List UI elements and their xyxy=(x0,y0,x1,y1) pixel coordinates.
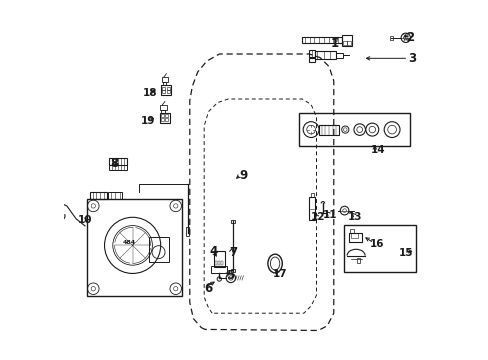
Bar xyxy=(109,158,126,165)
Text: 9: 9 xyxy=(239,169,247,182)
Bar xyxy=(314,51,336,59)
Bar xyxy=(108,192,122,199)
Bar xyxy=(349,229,354,233)
Bar xyxy=(230,220,235,223)
Bar xyxy=(336,53,343,58)
Text: 3: 3 xyxy=(407,52,415,65)
Text: 18: 18 xyxy=(142,88,157,98)
Bar xyxy=(148,237,168,262)
Bar xyxy=(87,199,182,296)
Text: 5: 5 xyxy=(225,269,234,282)
Text: 17: 17 xyxy=(272,269,286,279)
Bar xyxy=(341,35,352,46)
Text: 11: 11 xyxy=(322,210,337,220)
Bar xyxy=(109,165,126,170)
Text: 10: 10 xyxy=(78,215,92,225)
Bar xyxy=(230,269,235,272)
Bar xyxy=(161,118,163,121)
Bar xyxy=(161,114,163,117)
Bar xyxy=(163,82,166,85)
Bar xyxy=(309,197,314,220)
Text: 4: 4 xyxy=(209,245,218,258)
Text: 8: 8 xyxy=(110,157,118,170)
Bar xyxy=(166,87,169,90)
Bar xyxy=(350,233,358,238)
Bar xyxy=(161,110,164,113)
Bar xyxy=(221,261,223,265)
Bar xyxy=(309,58,314,62)
Bar xyxy=(348,233,361,242)
Bar xyxy=(298,113,409,146)
Bar xyxy=(214,261,216,265)
Text: 19: 19 xyxy=(141,116,155,126)
Bar xyxy=(343,225,415,272)
Bar xyxy=(347,41,350,45)
Bar xyxy=(302,37,341,43)
Bar xyxy=(159,113,169,123)
Bar xyxy=(213,251,224,267)
Text: 13: 13 xyxy=(347,212,362,222)
Bar xyxy=(356,258,360,263)
Text: 12: 12 xyxy=(310,212,325,222)
Text: 1: 1 xyxy=(330,37,339,50)
Bar xyxy=(165,118,168,121)
Bar xyxy=(160,105,166,110)
Text: 6: 6 xyxy=(204,282,212,295)
Text: 7: 7 xyxy=(229,246,237,259)
Text: 2: 2 xyxy=(405,31,413,44)
Bar xyxy=(186,227,189,236)
Text: 16: 16 xyxy=(369,239,384,249)
Bar xyxy=(309,50,314,57)
Bar xyxy=(166,90,169,93)
Bar xyxy=(162,77,168,82)
Bar xyxy=(318,125,338,135)
Text: 484: 484 xyxy=(123,240,136,245)
Bar xyxy=(161,85,171,95)
Bar xyxy=(218,261,220,265)
Bar xyxy=(162,90,165,93)
Bar xyxy=(389,36,392,40)
Bar xyxy=(211,266,227,273)
Bar xyxy=(90,192,106,199)
Bar xyxy=(162,87,165,90)
Bar xyxy=(310,193,313,197)
Text: 15: 15 xyxy=(398,248,413,258)
Bar xyxy=(343,41,346,45)
Bar xyxy=(165,114,168,117)
Text: 14: 14 xyxy=(369,145,384,156)
